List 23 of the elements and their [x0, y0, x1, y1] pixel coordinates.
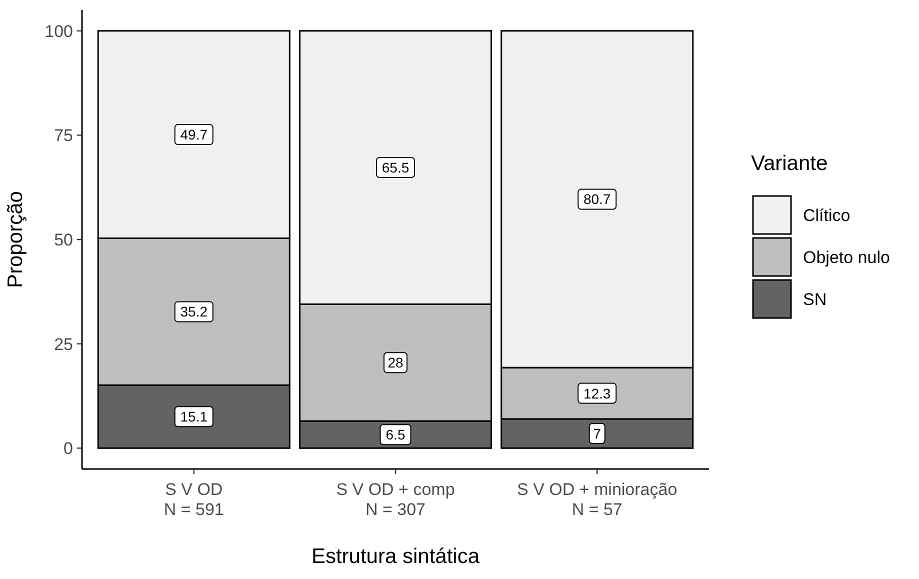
- legend-label: SN: [803, 290, 827, 309]
- data-label: 35.2: [180, 304, 208, 320]
- x-tick-label: S V OD + comp N = 307: [336, 480, 455, 519]
- x-tick-label: S V OD + minioração N = 57: [517, 480, 678, 519]
- legend-label: Objeto nulo: [803, 248, 890, 267]
- data-label: 6.5: [386, 426, 406, 443]
- y-axis-title: Proporção: [4, 191, 27, 288]
- data-label: 12.3: [583, 385, 611, 402]
- legend-title: Variante: [751, 152, 828, 175]
- y-tick-label: 25: [54, 334, 73, 354]
- data-label: 7: [593, 426, 602, 442]
- y-tick-label: 75: [54, 126, 73, 146]
- y-tick-label: 0: [64, 439, 73, 458]
- data-label: 49.7: [180, 126, 208, 143]
- data-label: 28: [388, 354, 404, 371]
- data-label: 15.1: [180, 408, 208, 425]
- data-label: 65.5: [382, 160, 410, 176]
- y-tick-label: 100: [44, 22, 73, 41]
- y-tick-label: 50: [54, 230, 73, 250]
- data-label: 80.7: [583, 191, 611, 208]
- x-axis-title: Estrutura sintática: [311, 545, 480, 568]
- x-tick-label: S V OD N = 591: [164, 480, 224, 519]
- legend-label: Clítico: [803, 206, 850, 225]
